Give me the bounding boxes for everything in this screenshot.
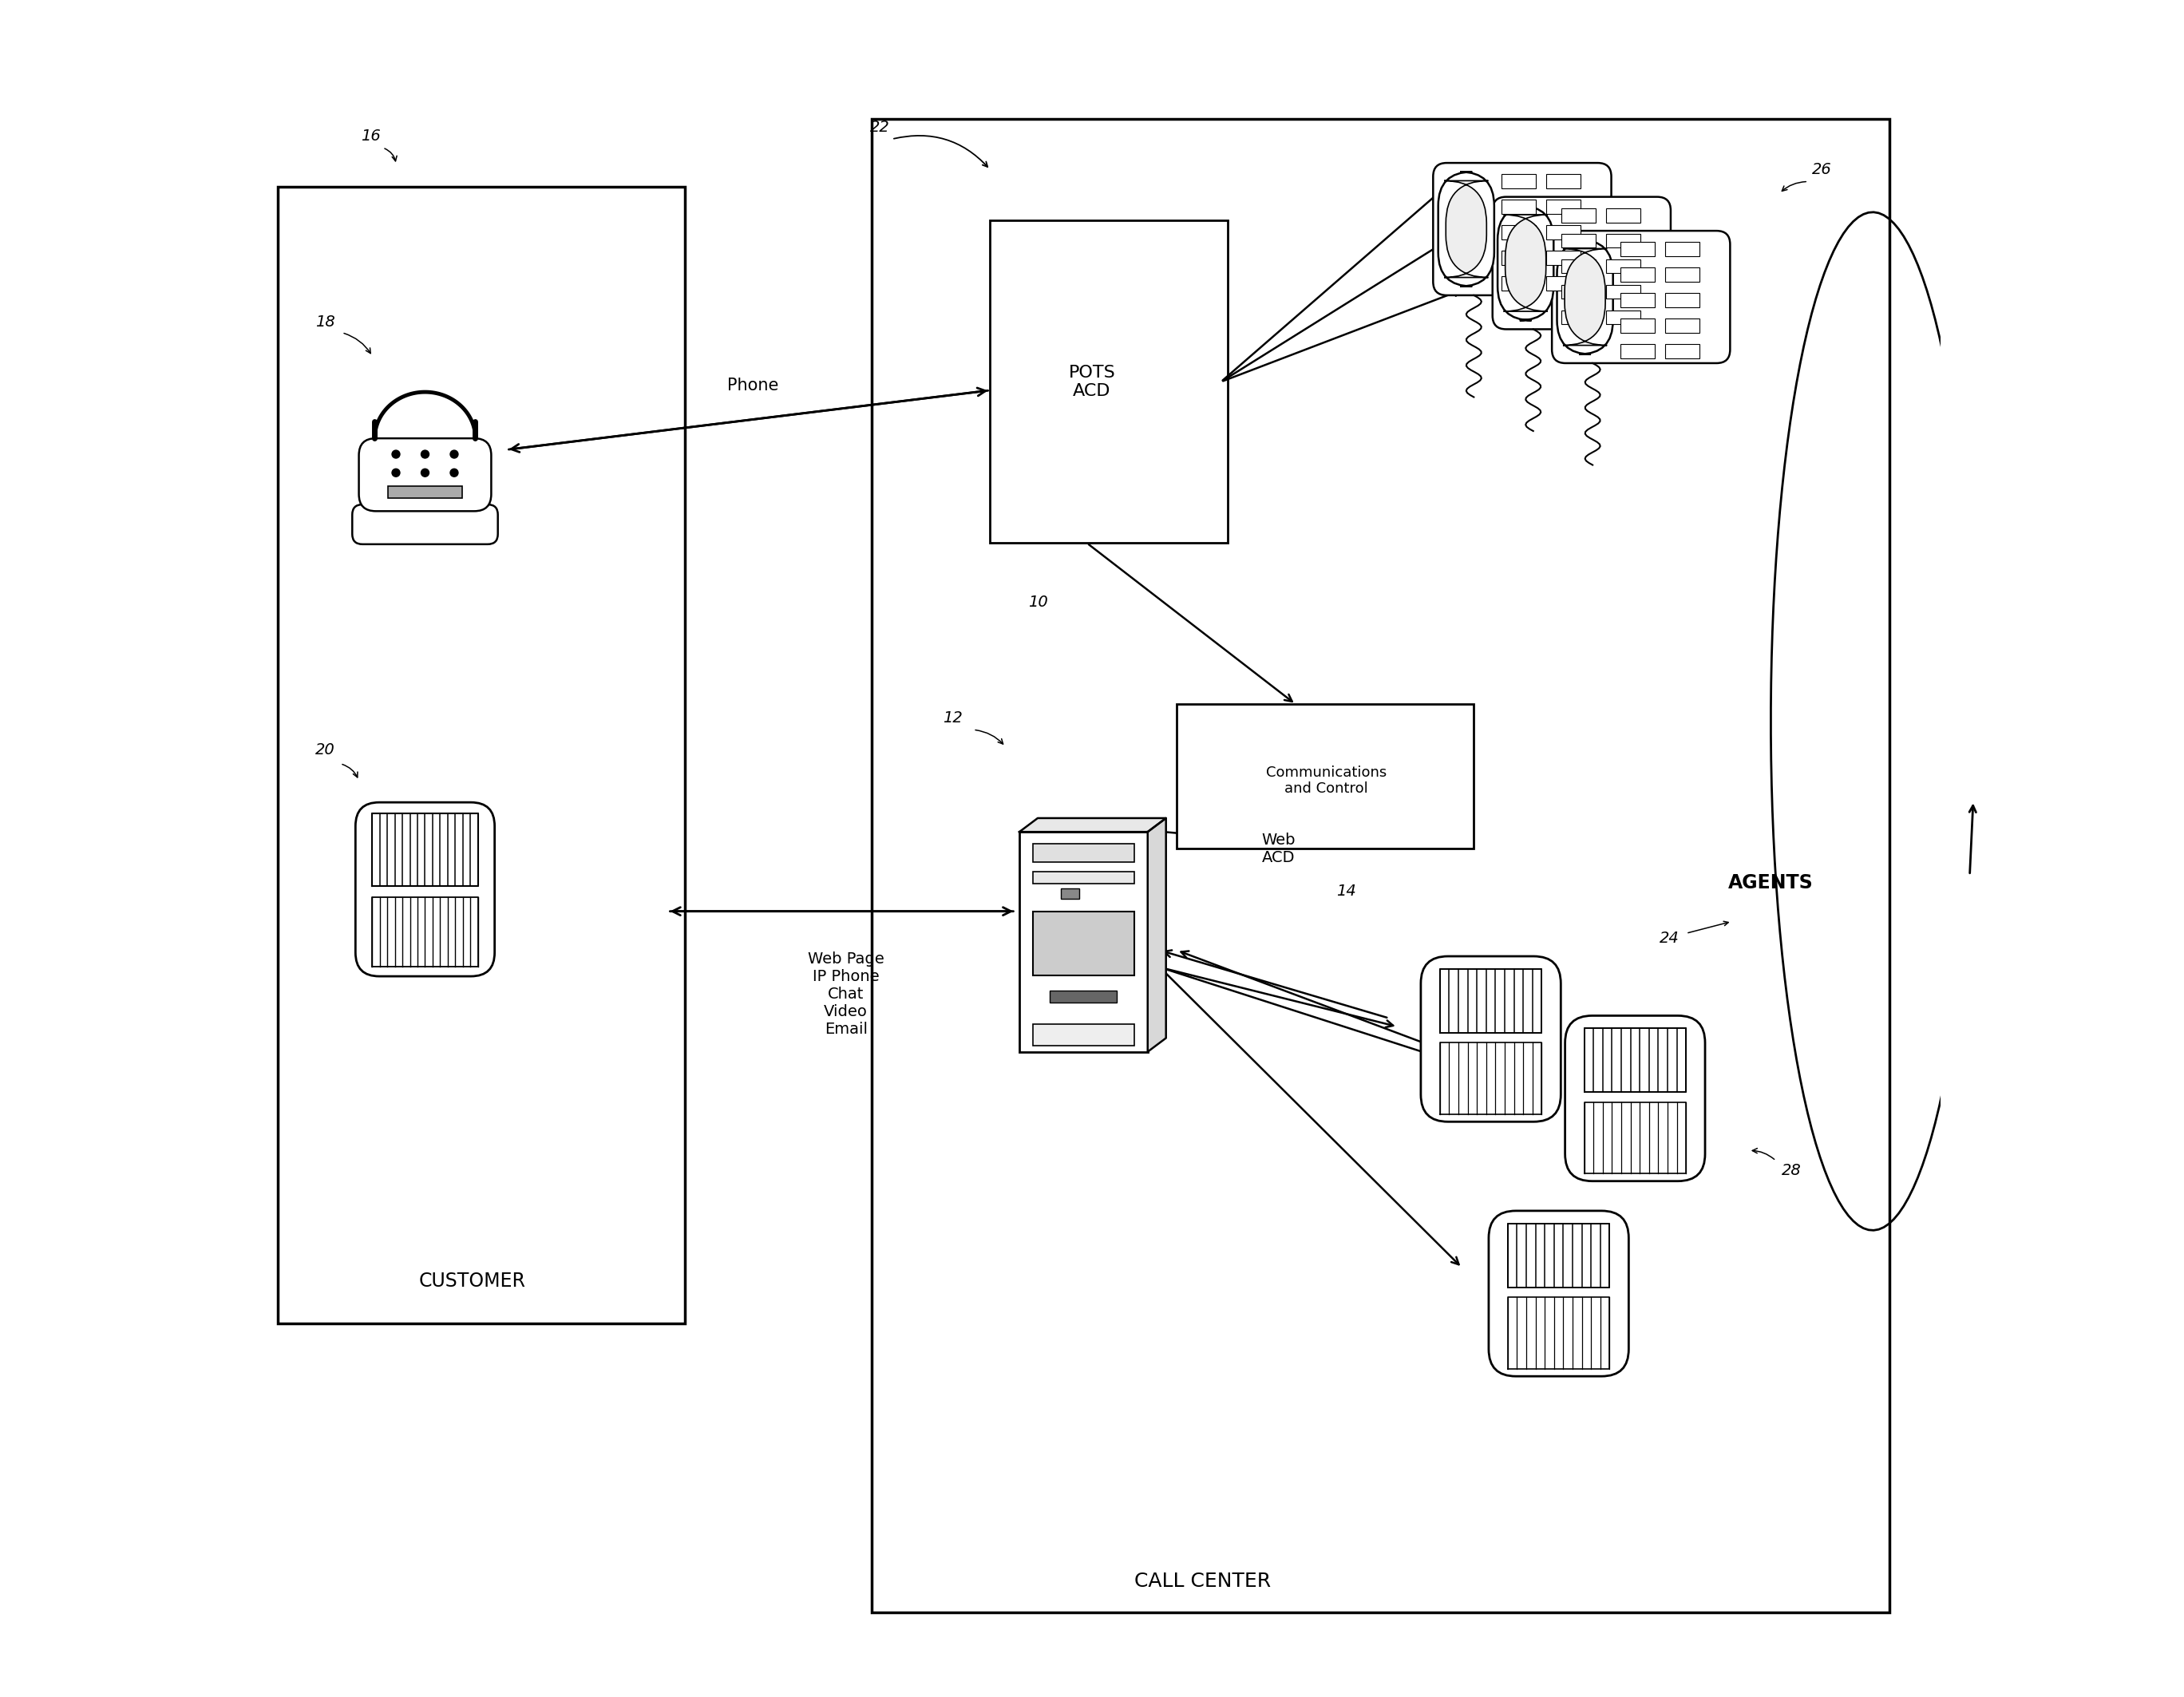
FancyBboxPatch shape <box>1664 294 1699 307</box>
FancyBboxPatch shape <box>1664 319 1699 333</box>
FancyBboxPatch shape <box>1562 234 1597 248</box>
Text: AGENTS: AGENTS <box>1728 872 1813 893</box>
FancyBboxPatch shape <box>1498 205 1553 321</box>
FancyBboxPatch shape <box>1489 1212 1629 1376</box>
FancyBboxPatch shape <box>1605 209 1640 222</box>
FancyBboxPatch shape <box>1562 285 1597 299</box>
Circle shape <box>422 487 428 496</box>
Text: 22: 22 <box>869 120 889 134</box>
FancyBboxPatch shape <box>277 187 686 1324</box>
Text: CUSTOMER: CUSTOMER <box>419 1271 526 1291</box>
FancyBboxPatch shape <box>1020 832 1147 1052</box>
FancyBboxPatch shape <box>1444 182 1487 278</box>
FancyBboxPatch shape <box>1503 277 1535 290</box>
Text: 10: 10 <box>1029 596 1048 609</box>
FancyBboxPatch shape <box>1546 200 1581 214</box>
Circle shape <box>450 450 459 458</box>
FancyBboxPatch shape <box>1546 175 1581 188</box>
FancyBboxPatch shape <box>1439 171 1494 287</box>
FancyBboxPatch shape <box>1546 226 1581 239</box>
FancyBboxPatch shape <box>1553 231 1730 363</box>
FancyBboxPatch shape <box>1422 957 1562 1122</box>
FancyBboxPatch shape <box>1546 251 1581 265</box>
FancyBboxPatch shape <box>1621 268 1655 282</box>
Circle shape <box>450 487 459 496</box>
FancyBboxPatch shape <box>1621 294 1655 307</box>
FancyBboxPatch shape <box>1492 197 1671 329</box>
FancyBboxPatch shape <box>1664 243 1699 256</box>
FancyBboxPatch shape <box>352 504 498 545</box>
FancyBboxPatch shape <box>1033 1025 1133 1045</box>
FancyBboxPatch shape <box>1605 285 1640 299</box>
Text: POTS
ACD: POTS ACD <box>1068 365 1116 399</box>
FancyBboxPatch shape <box>1433 163 1612 295</box>
FancyBboxPatch shape <box>1621 243 1655 256</box>
FancyBboxPatch shape <box>1562 260 1597 273</box>
Polygon shape <box>1020 818 1166 832</box>
FancyBboxPatch shape <box>1562 209 1597 222</box>
FancyBboxPatch shape <box>1564 249 1607 346</box>
FancyBboxPatch shape <box>1503 216 1548 312</box>
Text: Web
ACD: Web ACD <box>1262 832 1295 865</box>
Circle shape <box>422 450 428 458</box>
Text: 16: 16 <box>360 129 380 143</box>
Text: 20: 20 <box>314 743 334 757</box>
Text: 14: 14 <box>1337 884 1356 898</box>
FancyBboxPatch shape <box>1033 872 1133 884</box>
Circle shape <box>422 468 428 477</box>
FancyBboxPatch shape <box>1503 251 1535 265</box>
FancyBboxPatch shape <box>1546 277 1581 290</box>
Circle shape <box>391 487 400 496</box>
FancyBboxPatch shape <box>1033 911 1133 976</box>
Polygon shape <box>1147 818 1166 1052</box>
Text: Communications
and Control: Communications and Control <box>1267 765 1387 796</box>
FancyBboxPatch shape <box>1503 226 1535 239</box>
FancyBboxPatch shape <box>356 803 494 976</box>
Text: CALL CENTER: CALL CENTER <box>1133 1571 1271 1592</box>
Circle shape <box>450 468 459 477</box>
Text: 26: 26 <box>1813 163 1832 176</box>
Text: Phone: Phone <box>727 377 778 394</box>
Text: 28: 28 <box>1782 1164 1802 1178</box>
FancyBboxPatch shape <box>1605 260 1640 273</box>
FancyBboxPatch shape <box>1605 311 1640 324</box>
Circle shape <box>391 450 400 458</box>
FancyBboxPatch shape <box>1621 344 1655 358</box>
FancyBboxPatch shape <box>1503 200 1535 214</box>
FancyBboxPatch shape <box>1557 239 1614 355</box>
FancyBboxPatch shape <box>1051 991 1118 1003</box>
Text: 18: 18 <box>314 316 334 329</box>
Text: Web Page
IP Phone
Chat
Video
Email: Web Page IP Phone Chat Video Email <box>808 952 885 1037</box>
Circle shape <box>391 468 400 477</box>
FancyBboxPatch shape <box>358 438 491 511</box>
Text: 12: 12 <box>943 711 963 725</box>
FancyBboxPatch shape <box>1664 344 1699 358</box>
FancyBboxPatch shape <box>871 119 1889 1612</box>
FancyBboxPatch shape <box>389 485 463 497</box>
FancyBboxPatch shape <box>1177 704 1474 848</box>
FancyBboxPatch shape <box>1621 319 1655 333</box>
FancyBboxPatch shape <box>1562 311 1597 324</box>
FancyBboxPatch shape <box>1503 175 1535 188</box>
FancyBboxPatch shape <box>1033 843 1133 862</box>
FancyBboxPatch shape <box>1605 234 1640 248</box>
FancyBboxPatch shape <box>1566 1017 1706 1181</box>
FancyBboxPatch shape <box>1061 889 1079 899</box>
Text: 24: 24 <box>1660 932 1679 945</box>
FancyBboxPatch shape <box>989 221 1227 543</box>
FancyBboxPatch shape <box>1664 268 1699 282</box>
